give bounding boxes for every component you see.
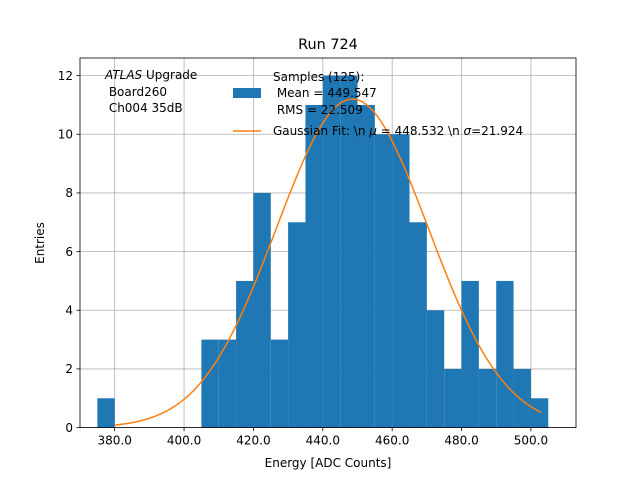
histogram-bars — [97, 75, 549, 428]
axis-ticks: 380.0 400.0 420.0 440.0 460.0 480.0 500.0 0 2 4 6 8… — [58, 69, 548, 448]
histogram-bar — [288, 222, 306, 428]
legend-fit-text: Gaussian Fit: \n μ = 448.532 \n σ=21.924 — [273, 124, 523, 138]
legend-mu-value: = 448.532 \n — [377, 124, 464, 138]
x-axis-label: Energy [ADC Counts] — [265, 456, 392, 470]
x-tick-label: 500.0 — [514, 434, 548, 448]
histogram-bar — [496, 280, 514, 428]
legend-samples-swatch — [233, 88, 261, 98]
histogram-bar — [340, 75, 358, 428]
legend-rms-text: RMS = 22.509 — [273, 103, 363, 117]
fit-curve-layer — [114, 98, 542, 426]
histogram-bar — [409, 222, 427, 428]
legend: Samples (125): Mean = 449.547 RMS = 22.5… — [233, 70, 523, 138]
x-tick-label: 440.0 — [306, 434, 340, 448]
x-tick-label: 460.0 — [375, 434, 409, 448]
y-tick-label: 2 — [65, 362, 73, 376]
atlas-label: ATLAS Upgrade — [104, 68, 197, 82]
gaussian-fit-curve — [114, 98, 542, 426]
histogram-bar — [305, 104, 323, 428]
legend-fit-prefix: Gaussian Fit: \n — [273, 124, 369, 138]
atlas-italic-text: ATLAS — [104, 68, 143, 82]
x-tick-label: 480.0 — [444, 434, 478, 448]
x-tick-label: 380.0 — [98, 434, 132, 448]
legend-samples-title: Samples (125): — [273, 70, 364, 84]
x-tick-label: 420.0 — [236, 434, 270, 448]
histogram-bar — [270, 339, 289, 428]
y-tick-label: 6 — [65, 245, 73, 259]
histogram-bar — [530, 398, 549, 428]
board-label: Board260 — [105, 85, 167, 99]
chart-title: Run 724 — [298, 37, 358, 53]
histogram-bar — [374, 134, 393, 428]
y-tick-label: 4 — [65, 304, 73, 318]
histogram-bar — [461, 280, 479, 428]
x-tick-label: 400.0 — [167, 434, 201, 448]
atlas-annotation: ATLAS Upgrade Board260 Ch004 35dB — [104, 68, 197, 115]
y-tick-label: 10 — [58, 128, 73, 142]
histogram-bar — [201, 339, 219, 428]
histogram-bar — [218, 339, 237, 428]
y-tick-label: 8 — [65, 186, 73, 200]
histogram-bar — [97, 398, 115, 428]
y-tick-label: 12 — [58, 69, 73, 83]
histogram-bar — [322, 75, 341, 428]
histogram-bar — [253, 192, 271, 428]
histogram-bar — [444, 368, 462, 428]
legend-sigma-value: =21.924 — [471, 124, 523, 138]
y-tick-label: 0 — [65, 421, 73, 435]
histogram-bar — [392, 134, 410, 428]
channel-label: Ch004 35dB — [105, 101, 183, 115]
legend-sigma-symbol: σ — [464, 124, 472, 138]
legend-mean-text: Mean = 449.547 — [273, 86, 377, 100]
legend-mu-symbol: μ — [368, 124, 377, 138]
plot-frame — [79, 57, 577, 429]
histogram-bar — [236, 280, 254, 428]
atlas-upgrade-text: Upgrade — [142, 68, 197, 82]
histogram-bar — [513, 368, 531, 428]
histogram-bar — [357, 104, 375, 428]
y-axis-label: Entries — [33, 222, 47, 264]
histogram-bar — [426, 310, 445, 428]
histogram-bar — [478, 368, 497, 428]
